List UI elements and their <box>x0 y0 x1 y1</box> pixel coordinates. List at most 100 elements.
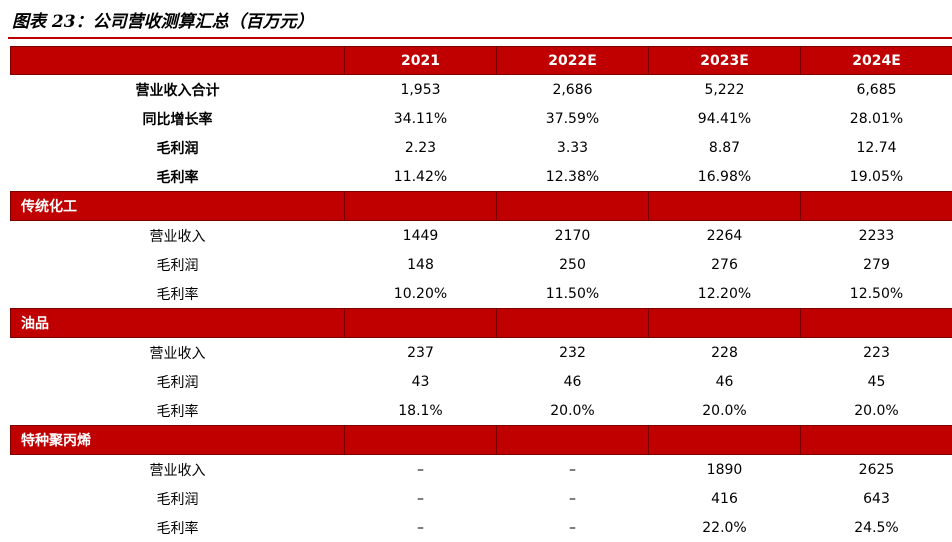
table-cell: 37.59% <box>497 104 649 133</box>
header-cell: 2022E <box>497 47 649 75</box>
section-cell <box>801 309 952 338</box>
table-cell: 2.23 <box>345 133 497 162</box>
table-cell: – <box>497 484 649 513</box>
table-row: 营业收入合计 1,953 2,686 5,222 6,685 <box>11 75 952 105</box>
row-label: 毛利率 <box>11 513 345 542</box>
table-cell: 11.50% <box>497 279 649 309</box>
table-cell: 19.05% <box>801 162 952 192</box>
figure-title: 图表 23：公司营收测算汇总（百万元） <box>12 9 314 35</box>
table-cell: 416 <box>649 484 801 513</box>
section-title: 油品 <box>11 309 345 338</box>
table-row: 毛利率 – – 22.0% 24.5% <box>11 513 952 542</box>
section-cell <box>801 192 952 221</box>
table-cell: – <box>345 455 497 485</box>
table-cell: 12.50% <box>801 279 952 309</box>
table-cell: 22.0% <box>649 513 801 542</box>
table-cell: 46 <box>497 367 649 396</box>
table-cell: 2625 <box>801 455 952 485</box>
row-label: 毛利润 <box>11 367 345 396</box>
section-cell <box>497 192 649 221</box>
row-label: 同比增长率 <box>11 104 345 133</box>
header-cell: 2021 <box>345 47 497 75</box>
section-cell <box>649 309 801 338</box>
section-cell <box>801 426 952 455</box>
row-label: 毛利率 <box>11 162 345 192</box>
table-cell: 1890 <box>649 455 801 485</box>
row-label: 毛利润 <box>11 133 345 162</box>
table-cell: – <box>497 513 649 542</box>
section-header-row: 传统化工 <box>11 192 952 221</box>
row-label: 营业收入 <box>11 221 345 251</box>
table-cell: – <box>345 484 497 513</box>
row-label: 毛利润 <box>11 484 345 513</box>
table-cell: 1,953 <box>345 75 497 105</box>
table-cell: 43 <box>345 367 497 396</box>
table-cell: 2170 <box>497 221 649 251</box>
section-cell <box>497 309 649 338</box>
table-cell: 20.0% <box>497 396 649 426</box>
table-cell: 94.41% <box>649 104 801 133</box>
table-row: 营业收入 237 232 228 223 <box>11 338 952 368</box>
table-row: 营业收入 – – 1890 2625 <box>11 455 952 485</box>
section-cell <box>497 426 649 455</box>
table-row: 营业收入 1449 2170 2264 2233 <box>11 221 952 251</box>
section-header-row: 油品 <box>11 309 952 338</box>
table-cell: 16.98% <box>649 162 801 192</box>
table-row: 毛利润 2.23 3.33 8.87 12.74 <box>11 133 952 162</box>
table-cell: 6,685 <box>801 75 952 105</box>
table-cell: 2,686 <box>497 75 649 105</box>
section-title: 特种聚丙烯 <box>11 426 345 455</box>
section-cell <box>345 309 497 338</box>
table-cell: 34.11% <box>345 104 497 133</box>
table-cell: 279 <box>801 250 952 279</box>
section-title: 传统化工 <box>11 192 345 221</box>
table-cell: 2233 <box>801 221 952 251</box>
table-cell: – <box>497 455 649 485</box>
table-cell: 232 <box>497 338 649 368</box>
table-cell: 228 <box>649 338 801 368</box>
table-cell: 28.01% <box>801 104 952 133</box>
table-row: 毛利润 43 46 46 45 <box>11 367 952 396</box>
table-cell: 2264 <box>649 221 801 251</box>
table-cell: 10.20% <box>345 279 497 309</box>
table-cell: 223 <box>801 338 952 368</box>
table-cell: 5,222 <box>649 75 801 105</box>
table-cell: 12.74 <box>801 133 952 162</box>
table-cell: 8.87 <box>649 133 801 162</box>
header-cell: 2024E <box>801 47 952 75</box>
table-cell: 3.33 <box>497 133 649 162</box>
row-label: 毛利润 <box>11 250 345 279</box>
table-cell: 24.5% <box>801 513 952 542</box>
title-divider <box>8 37 952 39</box>
section-cell <box>649 426 801 455</box>
table-cell: 12.20% <box>649 279 801 309</box>
section-cell <box>649 192 801 221</box>
section-cell <box>345 192 497 221</box>
table-cell: 276 <box>649 250 801 279</box>
revenue-table: 2021 2022E 2023E 2024E 营业收入合计 1,953 2,68… <box>10 46 952 542</box>
table-cell: 11.42% <box>345 162 497 192</box>
table-row: 毛利润 148 250 276 279 <box>11 250 952 279</box>
row-label: 营业收入合计 <box>11 75 345 105</box>
table-cell: 12.38% <box>497 162 649 192</box>
table-cell: 148 <box>345 250 497 279</box>
header-cell <box>11 47 345 75</box>
table-cell: 1449 <box>345 221 497 251</box>
table-row: 毛利率 10.20% 11.50% 12.20% 12.50% <box>11 279 952 309</box>
table-row: 同比增长率 34.11% 37.59% 94.41% 28.01% <box>11 104 952 133</box>
table-cell: 643 <box>801 484 952 513</box>
table-cell: 18.1% <box>345 396 497 426</box>
row-label: 毛利率 <box>11 396 345 426</box>
table-row: 毛利率 11.42% 12.38% 16.98% 19.05% <box>11 162 952 192</box>
table-row: 毛利润 – – 416 643 <box>11 484 952 513</box>
table-cell: 237 <box>345 338 497 368</box>
row-label: 营业收入 <box>11 338 345 368</box>
table-cell: 45 <box>801 367 952 396</box>
table-header-row: 2021 2022E 2023E 2024E <box>11 47 952 75</box>
table-cell: 20.0% <box>801 396 952 426</box>
section-cell <box>345 426 497 455</box>
row-label: 毛利率 <box>11 279 345 309</box>
table-row: 毛利率 18.1% 20.0% 20.0% 20.0% <box>11 396 952 426</box>
section-header-row: 特种聚丙烯 <box>11 426 952 455</box>
